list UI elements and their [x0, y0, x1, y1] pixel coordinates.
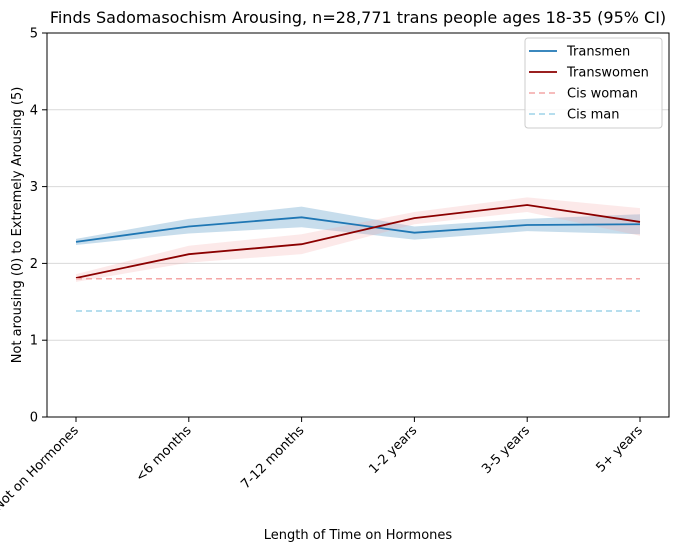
series-line-transwomen	[75, 204, 641, 279]
y-tick-label: 2	[30, 257, 38, 272]
plot-area	[46, 32, 670, 418]
x-tick-label: <6 months	[133, 423, 195, 485]
x-tick-label: 1-2 years	[366, 423, 420, 477]
legend-label: Transmen	[566, 45, 630, 60]
y-tick-label: 0	[30, 411, 38, 426]
legend: Transmen Transwomen Cis woman Cis man	[524, 37, 663, 129]
x-axis: Not on Hormones <6 months 7-12 months 1-2 y…	[0, 417, 646, 514]
x-axis-label: Length of Time on Hormones	[264, 528, 453, 543]
legend-label: Cis woman	[567, 87, 638, 102]
x-tick-label: 7-12 months	[238, 423, 307, 492]
y-tick-label: 5	[30, 27, 38, 42]
ci-band-transwomen	[76, 197, 640, 282]
series-lines	[75, 204, 641, 312]
x-tick-label: 3-5 years	[479, 423, 533, 477]
y-axis-label: Not arousing (0) to Extremely Arousing (…	[10, 87, 25, 364]
legend-box	[524, 37, 663, 129]
x-tick-label: 5+ years	[593, 423, 646, 476]
x-tick-label: Not on Hormones	[0, 423, 82, 514]
legend-label: Cis man	[567, 108, 619, 123]
y-tick-label: 3	[30, 180, 38, 195]
chart-title: Finds Sadomasochism Arousing, n=28,771 t…	[50, 8, 666, 27]
legend-label: Transwomen	[566, 66, 649, 81]
y-tick-label: 1	[30, 334, 38, 349]
y-axis: 0 1 2 3 4 5	[30, 27, 47, 426]
series-line-transmen	[75, 216, 641, 243]
y-tick-label: 4	[30, 103, 38, 118]
